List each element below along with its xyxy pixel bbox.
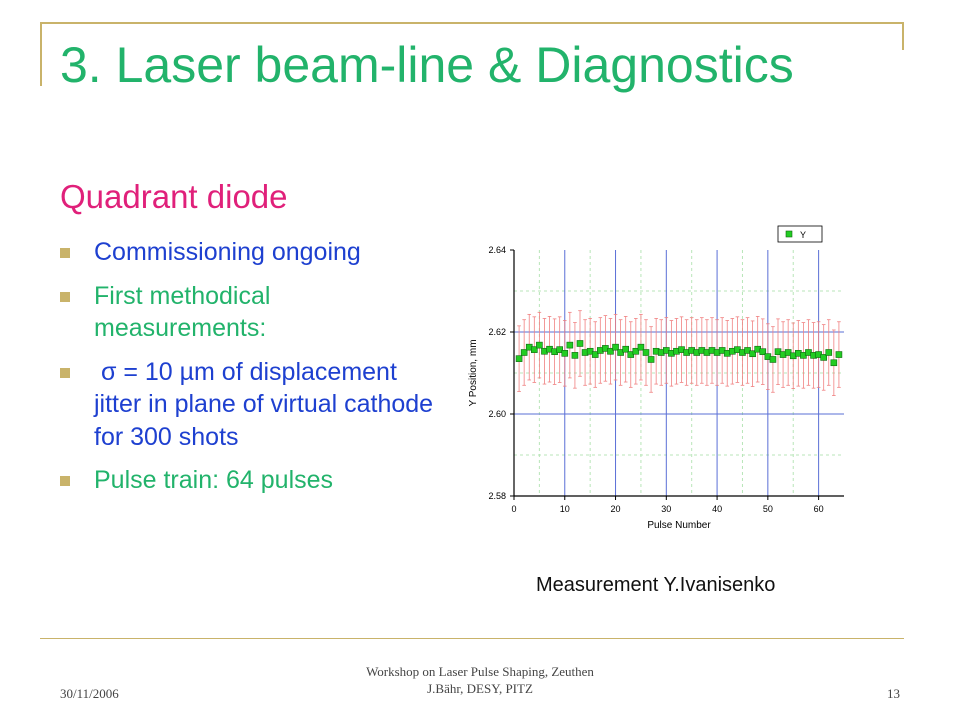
- data-point: [749, 350, 756, 358]
- x-tick-label: 40: [712, 504, 722, 514]
- bullet-text: Pulse train: 64 pulses: [94, 466, 334, 494]
- data-point: [591, 351, 599, 358]
- bullet-item: Commissioning ongoing: [60, 236, 440, 269]
- bullet-text: Commissioning ongoing: [94, 238, 361, 266]
- x-tick-label: 30: [661, 504, 671, 514]
- slide-footer-rule: [40, 638, 904, 639]
- y-position-chart: 0 10 20 30 40 50 60 2.58 2.60 2.62 2.64 Pulse Numbe…: [468, 225, 844, 531]
- x-tick-label: 50: [763, 504, 773, 514]
- y-axis-label: Y Position, mm: [468, 339, 479, 406]
- data-point: [825, 349, 833, 356]
- slide-frame-left-rule: [40, 22, 42, 86]
- data-point: [576, 340, 584, 347]
- slide-frame-right-rule: [902, 22, 904, 50]
- data-point: [536, 341, 543, 349]
- y-tick-label: 2.58: [488, 491, 506, 501]
- square-bullet-icon: [60, 367, 70, 378]
- y-tick-label: 2.64: [488, 245, 506, 255]
- data-point: [520, 349, 528, 356]
- x-tick-label: 20: [611, 504, 621, 514]
- x-tick-label: 60: [814, 504, 824, 514]
- data-point: [759, 348, 767, 355]
- chart-legend: Y: [777, 225, 823, 243]
- data-point: [561, 350, 569, 357]
- data-point: [820, 354, 827, 361]
- data-point: [515, 355, 523, 362]
- bullet-list: Commissioning ongoing First methodical m…: [60, 236, 440, 497]
- bullet-item: First methodical measurements:: [60, 280, 440, 345]
- data-point: [647, 356, 655, 363]
- square-bullet-icon: [60, 291, 70, 302]
- footer-event-line: Workshop on Laser Pulse Shaping, Zeuthen: [366, 664, 594, 679]
- data-point: [612, 343, 619, 351]
- slide-frame-top-rule: [40, 22, 904, 24]
- square-bullet-icon: [60, 248, 70, 258]
- bullet-item: σ = 10 µm of displacement jitter in plan…: [60, 356, 440, 454]
- legend-label: Y: [800, 230, 806, 240]
- x-tick-label: 0: [511, 504, 516, 514]
- data-point: [769, 356, 777, 363]
- legend-box: [777, 225, 823, 243]
- legend-marker: [785, 230, 793, 238]
- footer-date: 30/11/2006: [60, 686, 119, 701]
- data-point: [830, 359, 838, 367]
- footer-event: Workshop on Laser Pulse Shaping, Zeuthen…: [300, 664, 660, 698]
- bullet-text: First methodical measurements:: [94, 281, 271, 343]
- data-point: [607, 347, 614, 355]
- bullet-text: σ = 10 µm of displacement jitter in plan…: [94, 357, 441, 451]
- slide-subtitle: Quadrant diode: [60, 178, 288, 215]
- data-point: [571, 352, 579, 359]
- data-point: [566, 341, 574, 349]
- data-point: [531, 346, 538, 353]
- bullet-item: Pulse train: 64 pulses: [60, 464, 440, 497]
- data-point: [622, 345, 629, 353]
- data-point: [556, 346, 563, 353]
- x-tick-label: 10: [560, 504, 570, 514]
- y-tick-label: 2.60: [488, 409, 506, 419]
- y-tick-label: 2.62: [488, 327, 506, 337]
- slide-title: 3. Laser beam-line & Diagnostics: [60, 37, 794, 93]
- square-bullet-icon: [60, 476, 70, 486]
- footer-author-line: J.Bähr, DESY, PITZ: [427, 680, 533, 696]
- data-point: [642, 349, 650, 356]
- x-axis-label: Pulse Number: [647, 520, 711, 531]
- data-point: [632, 347, 640, 355]
- chart-caption: Measurement Y.Ivanisenko: [536, 574, 776, 596]
- data-point: [835, 351, 843, 358]
- data-point: [637, 343, 645, 351]
- footer-page-number: 13: [887, 686, 900, 701]
